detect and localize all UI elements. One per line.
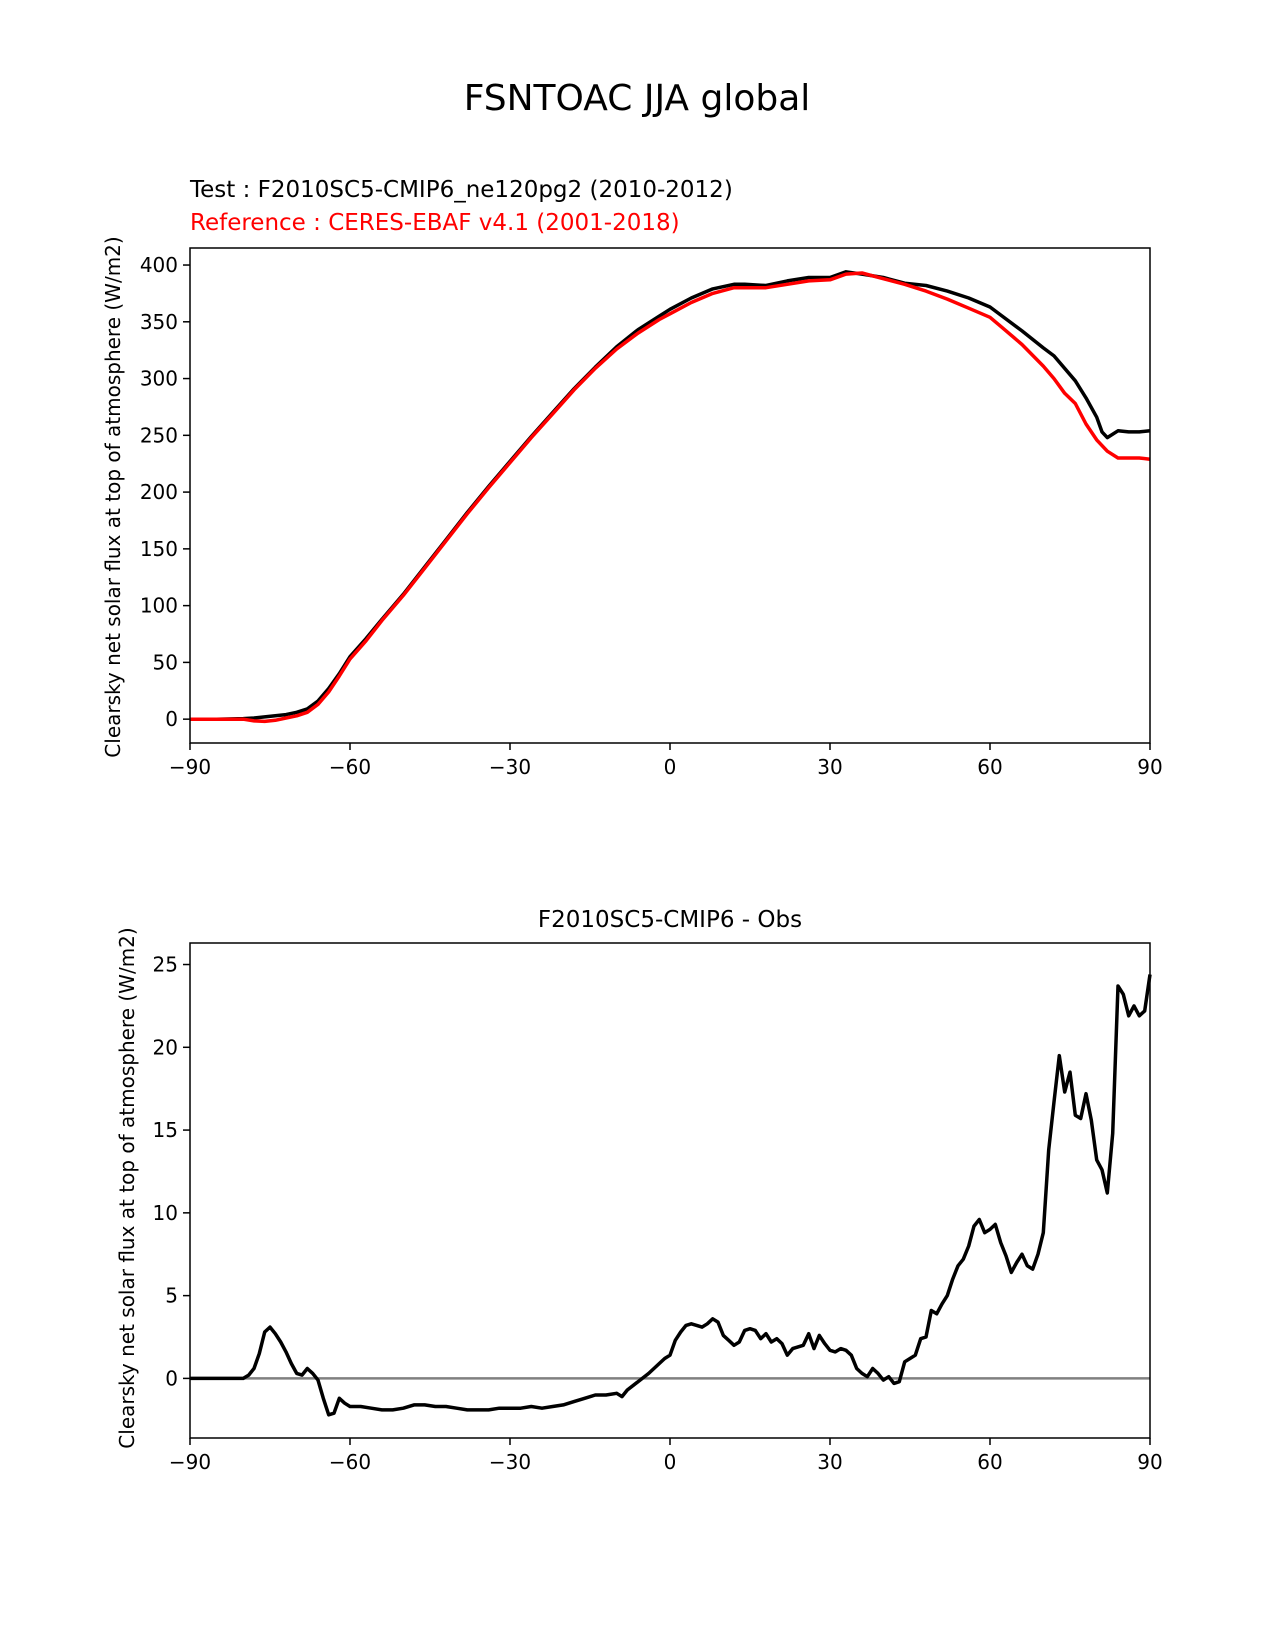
top-panel-title-reference: Reference : CERES-EBAF v4.1 (2001-2018): [190, 210, 680, 236]
x-tick-label: −30: [489, 1450, 531, 1474]
x-tick-label: −60: [329, 1450, 371, 1474]
top-panel-plot-area: [190, 270, 1151, 724]
x-tick-label: 60: [977, 755, 1002, 779]
y-tick-label: 200: [140, 480, 178, 504]
axes-frame: [189, 247, 1151, 744]
x-tick-label: 30: [817, 1450, 842, 1474]
x-tick-label: −90: [169, 755, 211, 779]
x-tick-label: −30: [489, 755, 531, 779]
x-tick-label: −60: [329, 755, 371, 779]
bottom-panel-title: F2010SC5-CMIP6 - Obs: [538, 907, 802, 933]
x-tick-label: 60: [977, 1450, 1002, 1474]
bottom-panel: F2010SC5-CMIP6 - Obs Clearsky net solar …: [115, 907, 1163, 1474]
x-tick-label: −90: [169, 1450, 211, 1474]
y-tick-label: 15: [153, 1118, 178, 1142]
top-panel-title-test: Test : F2010SC5-CMIP6_ne120pg2 (2010-201…: [189, 177, 733, 203]
y-tick-label: 10: [153, 1201, 178, 1225]
difference-series-line: [190, 974, 1152, 1417]
bottom-panel-ylabel: Clearsky net solar flux at top of atmosp…: [115, 927, 139, 1448]
bottom-panel-axes: −90 −60 −30 0 30 60 90 0 5 10 15 20 25: [153, 942, 1163, 1474]
axes-frame: [189, 942, 1151, 1439]
y-tick-label: 0: [165, 707, 178, 731]
x-tick-label: 0: [664, 1450, 677, 1474]
top-panel-axes: −90 −60 −30 0 30 60 90 0 50 100 150 200 250 300 350 400: [140, 247, 1163, 779]
x-tick-label: 90: [1137, 755, 1162, 779]
x-tick-label: 30: [817, 755, 842, 779]
y-tick-label: 250: [140, 423, 178, 447]
figure-title: FSNTOAC JJA global: [464, 78, 811, 119]
y-tick-label: 400: [140, 253, 178, 277]
y-tick-label: 25: [153, 953, 178, 977]
y-tick-label: 350: [140, 310, 178, 334]
y-tick-label: 300: [140, 367, 178, 391]
x-tick-label: 90: [1137, 1450, 1162, 1474]
top-panel-ylabel: Clearsky net solar flux at top of atmosp…: [101, 236, 125, 757]
y-tick-label: 20: [153, 1035, 178, 1059]
y-tick-label: 150: [140, 537, 178, 561]
test-series-line: [190, 270, 1151, 721]
y-tick-label: 5: [165, 1284, 178, 1308]
x-tick-label: 0: [664, 755, 677, 779]
bottom-panel-plot-area: [190, 974, 1152, 1417]
reference-series-line: [190, 271, 1151, 724]
y-tick-label: 100: [140, 594, 178, 618]
y-tick-label: 0: [165, 1366, 178, 1390]
y-tick-label: 50: [153, 650, 178, 674]
top-panel: Test : F2010SC5-CMIP6_ne120pg2 (2010-201…: [101, 177, 1163, 779]
